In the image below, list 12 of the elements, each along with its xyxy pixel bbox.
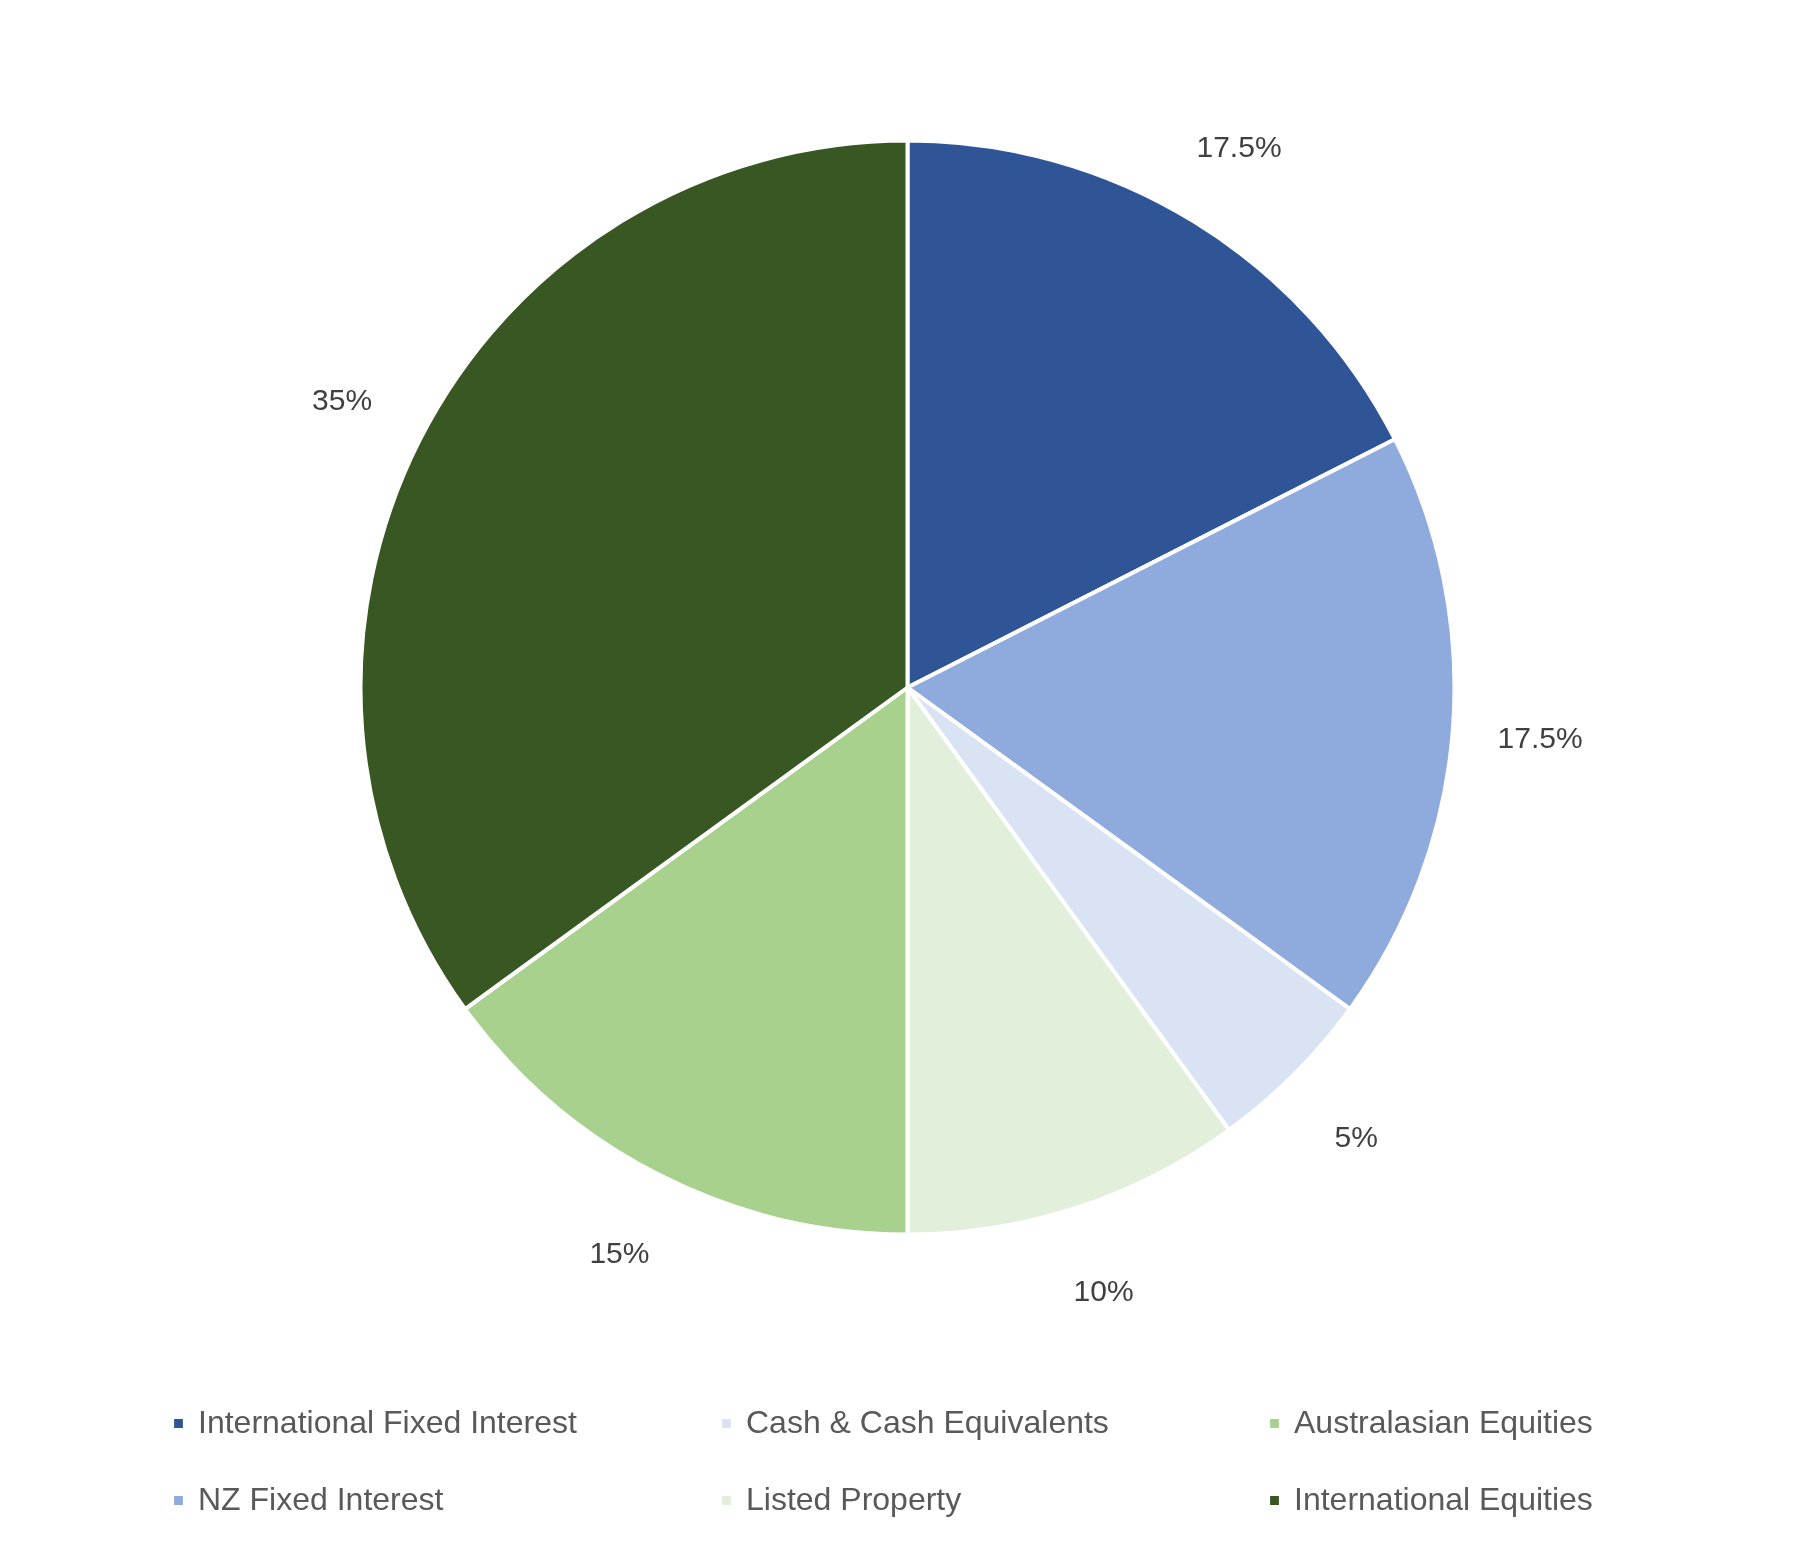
legend-label: International Equities: [1294, 1481, 1594, 1518]
data-label: 10%: [1073, 1274, 1134, 1308]
data-label: 17.5%: [1196, 129, 1282, 163]
legend-label: Cash & Cash Equivalents: [746, 1404, 1110, 1441]
legend-label: International Fixed Interest: [198, 1404, 578, 1441]
data-label: 17.5%: [1497, 720, 1583, 754]
data-label: 5%: [1334, 1119, 1378, 1153]
data-label: 15%: [589, 1236, 650, 1270]
data-label: 35%: [312, 382, 373, 416]
legend-label: Listed Property: [746, 1481, 963, 1518]
legend-label: Australasian Equities: [1294, 1404, 1594, 1441]
legend-label: NZ Fixed Interest: [198, 1481, 445, 1518]
